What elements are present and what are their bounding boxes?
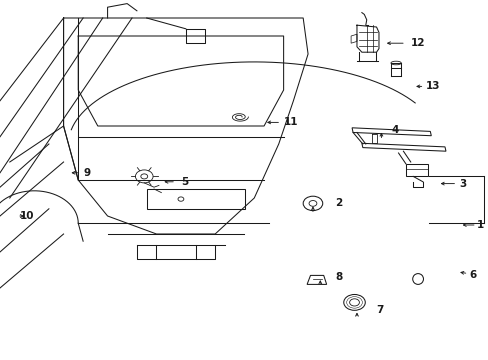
Text: 2: 2 bbox=[334, 198, 342, 208]
Text: 7: 7 bbox=[376, 305, 383, 315]
Text: 1: 1 bbox=[476, 220, 483, 230]
Text: 13: 13 bbox=[425, 81, 439, 91]
Text: 5: 5 bbox=[181, 177, 188, 187]
Text: 3: 3 bbox=[459, 179, 466, 189]
Bar bbox=[146, 189, 244, 209]
Text: 4: 4 bbox=[390, 125, 398, 135]
Text: 8: 8 bbox=[334, 272, 342, 282]
Text: 10: 10 bbox=[20, 211, 34, 221]
Text: 9: 9 bbox=[83, 168, 90, 178]
Text: 11: 11 bbox=[283, 117, 298, 127]
Text: 12: 12 bbox=[410, 38, 425, 48]
Text: 6: 6 bbox=[468, 270, 476, 280]
